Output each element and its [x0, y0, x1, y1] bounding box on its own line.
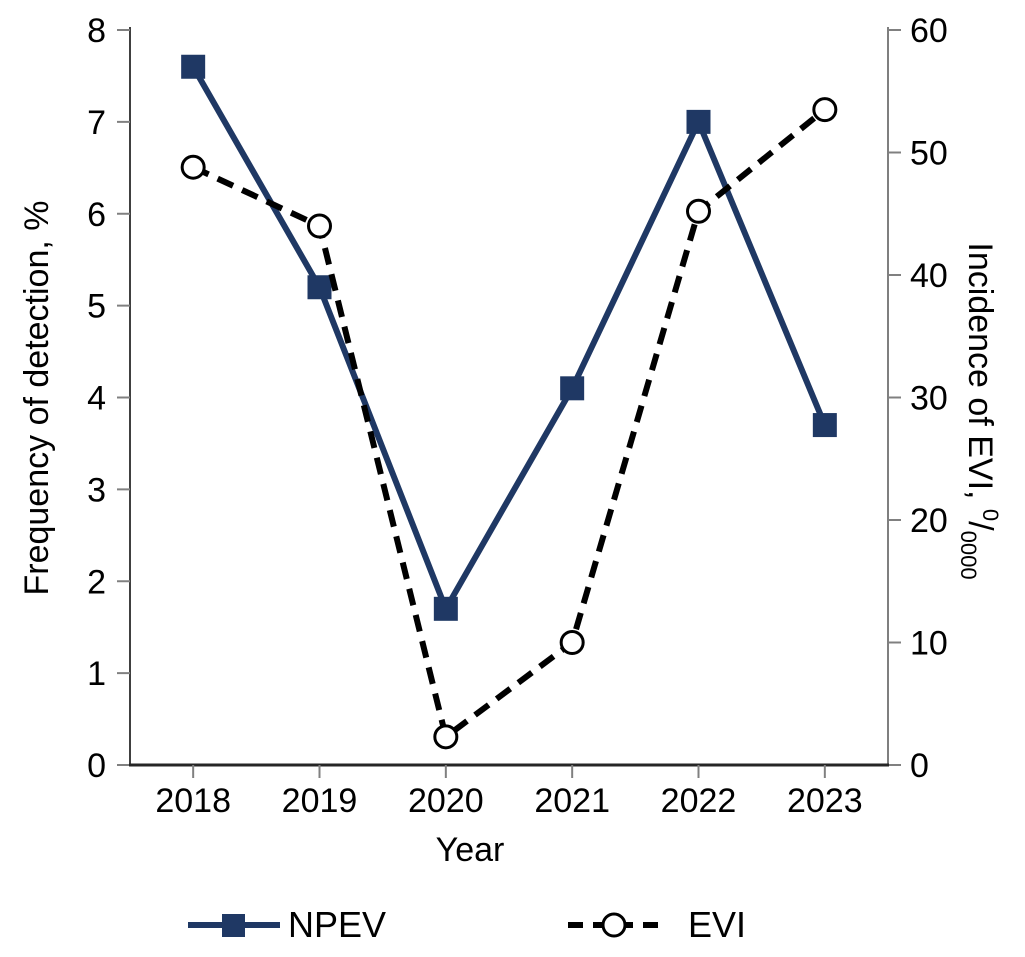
x-tick-label: 2022 — [661, 782, 737, 820]
right-y-tick-label: 0 — [910, 747, 929, 785]
evi-legend-swatch-icon — [568, 912, 660, 938]
right-y-tick-label: 40 — [910, 257, 948, 295]
npev-marker — [307, 275, 332, 300]
legend-item-npev: NPEV — [188, 903, 386, 947]
right-y-axis-title-subscript: 0000 — [956, 530, 981, 580]
left-y-tick-label: 2 — [87, 563, 106, 601]
npev-marker — [181, 54, 206, 79]
x-axis-title: Year — [435, 831, 505, 869]
right-y-tick-label: 50 — [910, 135, 948, 173]
right-y-axis-title-slash: / — [961, 521, 999, 531]
right-y-tick-label: 60 — [910, 12, 948, 50]
evi-marker — [307, 213, 332, 239]
x-tick-label: 2019 — [282, 782, 358, 820]
left-y-tick-label: 3 — [87, 471, 106, 509]
left-y-axis-title: Frequency of detection, % — [18, 200, 56, 596]
evi-line — [191, 107, 827, 742]
npev-line — [190, 65, 828, 616]
right-y-tick-label: 10 — [910, 625, 948, 663]
npev-marker — [560, 376, 585, 401]
npev-marker — [812, 413, 837, 438]
right-y-tick-label: 20 — [910, 502, 948, 540]
x-tick-label: 2023 — [787, 782, 863, 820]
evi-marker — [559, 630, 585, 655]
npev-marker — [686, 109, 711, 134]
npev-marker — [433, 596, 458, 621]
evi-marker — [180, 154, 206, 180]
left-y-tick-label: 6 — [87, 196, 106, 234]
legend-item-evi: EVI — [566, 903, 746, 947]
left-y-tick-label: 5 — [87, 288, 106, 326]
left-y-tick-label: 7 — [87, 104, 106, 142]
left-y-tick-label: 4 — [87, 380, 106, 418]
npev-legend-swatch-icon — [188, 914, 280, 937]
right-y-axis-title-text: Incidence of EVI, — [961, 242, 999, 509]
x-tick-label: 2021 — [534, 782, 610, 820]
x-tick-label: 2020 — [408, 782, 484, 820]
right-y-tick-label: 30 — [910, 380, 948, 418]
evi-marker — [812, 97, 838, 123]
right-y-axis-title: Incidence of EVI, 0/0000 — [956, 242, 1003, 580]
evi-marker — [686, 198, 711, 224]
left-y-tick-label: 8 — [87, 12, 106, 50]
left-y-tick-label: 0 — [87, 747, 106, 785]
x-tick-label: 2018 — [155, 782, 231, 820]
evi-marker — [433, 724, 459, 750]
legend-label-evi: EVI — [688, 904, 747, 945]
right-y-axis-title-superscript: 0 — [978, 508, 1003, 522]
legend-label-npev: NPEV — [288, 904, 387, 945]
left-y-tick-label: 1 — [87, 655, 106, 693]
